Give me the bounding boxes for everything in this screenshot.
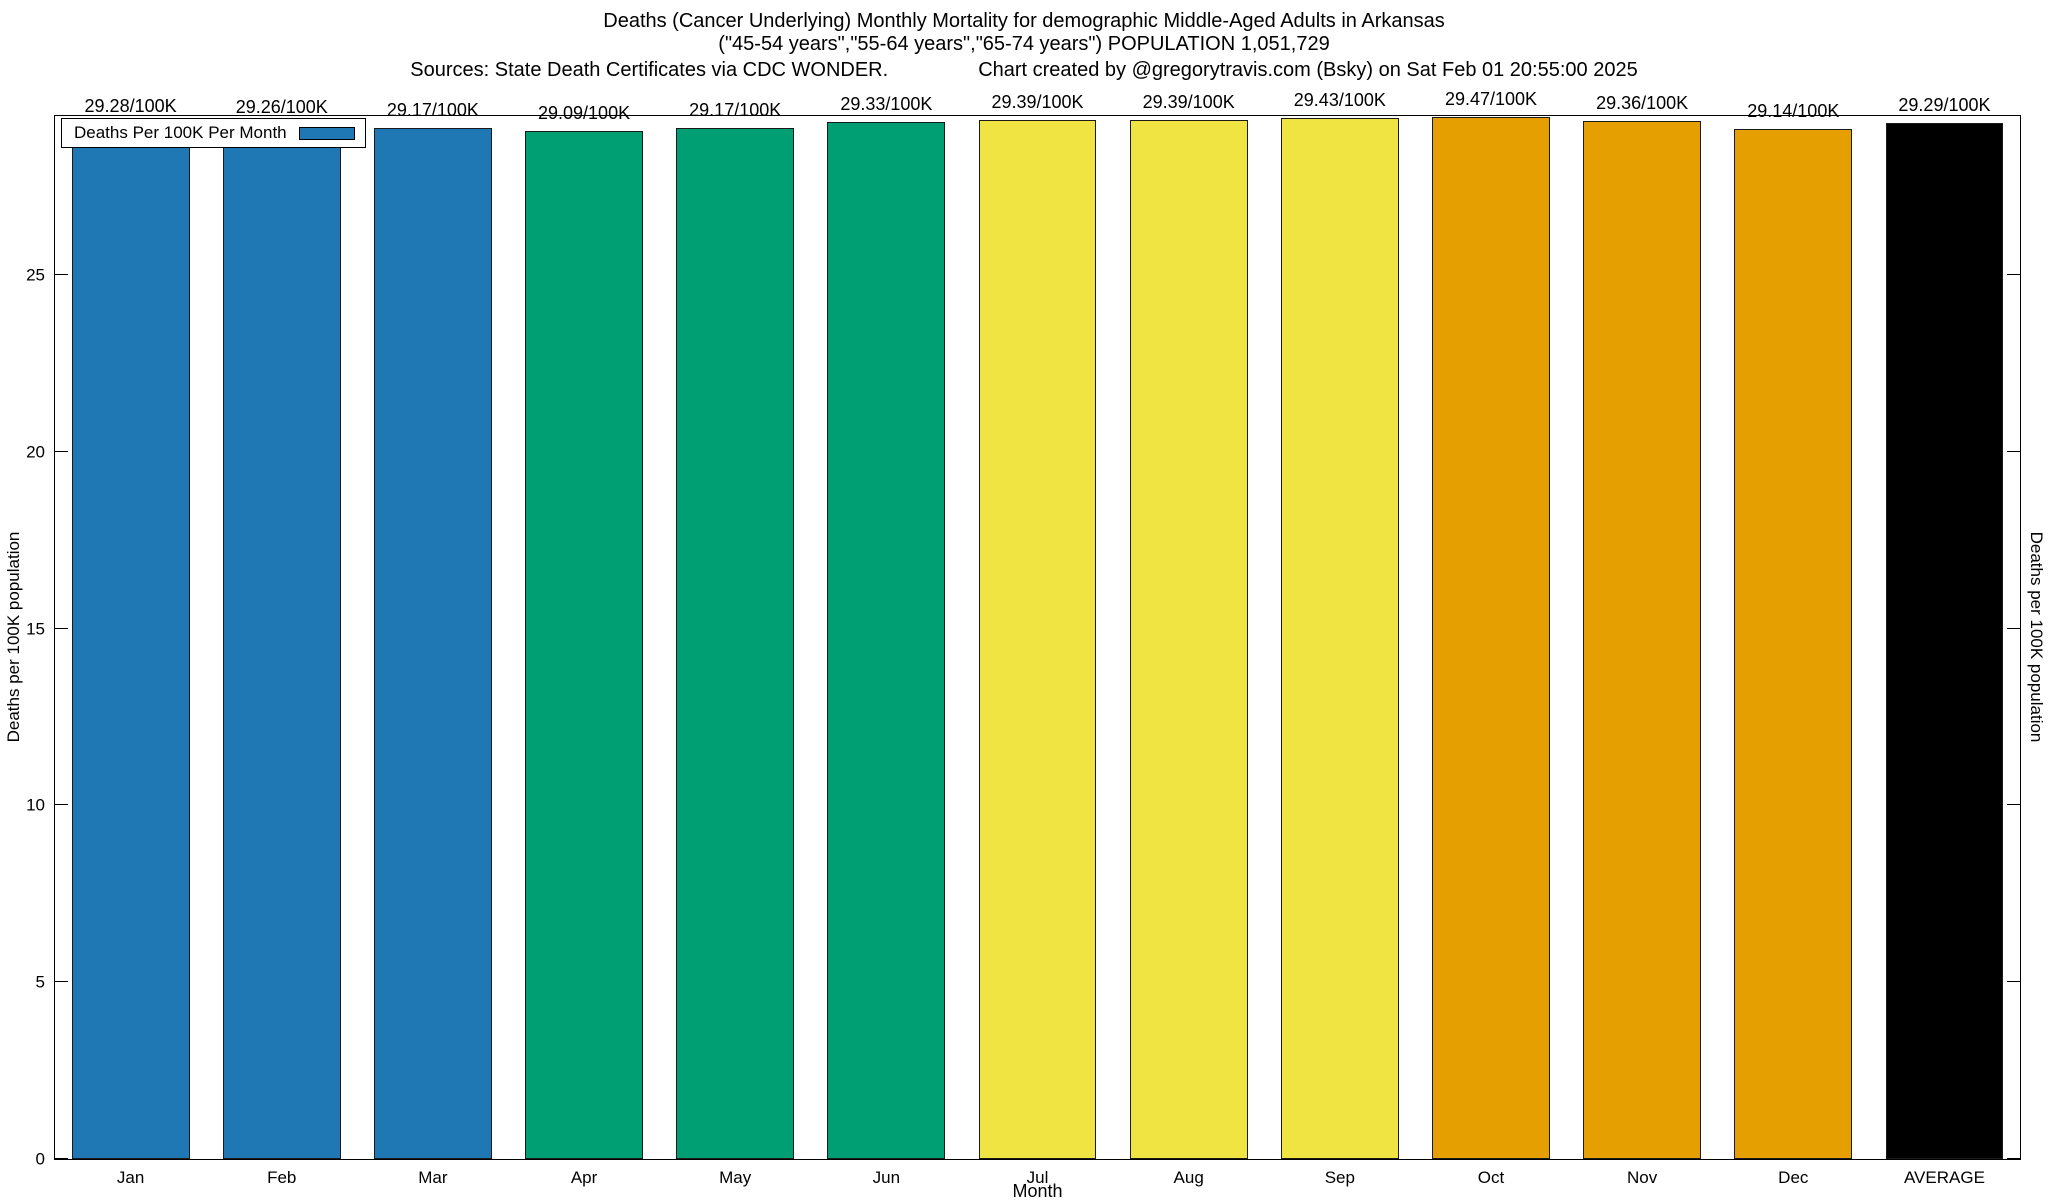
y-axis-label-right: Deaths per 100K population	[2027, 531, 2046, 743]
bar-value-label-oct: 29.47/100K	[1444, 89, 1538, 110]
bars-container: 29.28/100K Jan 29.26/100K Feb 29.17/100K Mar 2…	[55, 89, 2020, 1187]
x-tick-label-apr: Apr	[570, 1168, 598, 1187]
chart-subtitle: ("45-54 years","55-64 years","65-74 year…	[718, 33, 1330, 55]
x-tick-label-feb: Feb	[267, 1168, 297, 1187]
bar-value-label-nov: 29.36/100K	[1596, 92, 1689, 113]
legend-label: Deaths Per 100K Per Month	[74, 123, 287, 142]
x-axis-label: Month	[1012, 1181, 1063, 1200]
y-tick-label-25: 25	[26, 265, 45, 285]
bar-value-label-sep: 29.43/100K	[1293, 90, 1386, 111]
y-tick-mark-right-0	[2007, 1158, 2020, 1159]
bar-slot-sep: 29.43/100K Sep	[1264, 90, 1415, 1187]
chart-credit-text: Chart created by @gregorytravis.com (Bsk…	[978, 59, 1638, 81]
chart-source-line: Sources: State Death Certificates via CD…	[0, 59, 2048, 82]
y-tick-label-15: 15	[26, 619, 45, 639]
bar-apr	[525, 130, 643, 1159]
y-tick-label-10: 10	[26, 795, 45, 815]
y-tick-mark-right-20	[2007, 450, 2020, 452]
y-tick-label-5: 5	[35, 972, 45, 992]
bar-value-label-may: 29.17/100K	[689, 99, 782, 120]
y-tick-label-0: 0	[35, 1149, 45, 1169]
x-tick-label-jul: Jul	[1026, 1168, 1049, 1187]
bar-sep	[1280, 118, 1399, 1159]
bar-value-label-jan: 29.28/100K	[84, 95, 177, 116]
bar-value-label-apr: 29.09/100K	[538, 102, 631, 123]
bar-slot-average: 29.29/100K AVERAGE	[1869, 95, 2020, 1187]
bar-slot-mar: 29.17/100K Mar	[357, 100, 508, 1187]
bar-slot-oct: 29.47/100K Oct	[1415, 89, 1566, 1187]
x-tick-label-dec: Dec	[1778, 1168, 1809, 1187]
x-tick-label-average: AVERAGE	[1903, 1168, 1985, 1187]
bar-value-label-feb: 29.26/100K	[235, 96, 328, 117]
y-tick-mark-left-20	[55, 450, 68, 452]
bar-value-label-average: 29.29/100K	[1898, 95, 1991, 116]
y-tick-label-20: 20	[26, 442, 45, 462]
plot-area: 29.28/100K Jan 29.26/100K Feb 29.17/100K Mar 2…	[26, 89, 2021, 1187]
bar-mar	[373, 127, 492, 1159]
x-tick-label-mar: Mar	[418, 1168, 448, 1187]
bar-slot-jan: 29.28/100K Jan	[55, 96, 206, 1187]
x-tick-label-oct: Oct	[1477, 1168, 1505, 1187]
y-tick-mark-right-10	[2007, 804, 2020, 806]
bar-value-label-aug: 29.39/100K	[1142, 91, 1235, 112]
y-tick-mark-right-5	[2007, 981, 2020, 983]
y-tick-mark-left-10	[55, 804, 68, 806]
x-tick-label-jun: Jun	[872, 1168, 901, 1187]
y-axis-label-left: Deaths per 100K population	[4, 531, 23, 743]
chart-sources-text: Sources: State Death Certificates via CD…	[410, 59, 889, 81]
bar-slot-nov: 29.36/100K Nov	[1567, 93, 1718, 1187]
y-tick-mark-right-25	[2007, 274, 2020, 276]
bar-slot-dec: 29.14/100K Dec	[1718, 101, 1869, 1187]
legend: Deaths Per 100K Per Month	[61, 118, 366, 148]
y-tick-mark-right-15	[2007, 627, 2020, 629]
bar-slot-may: 29.17/100K May	[660, 100, 811, 1187]
bar-aug	[1129, 119, 1248, 1159]
bar-slot-aug: 29.39/100K Aug	[1113, 92, 1264, 1187]
bar-dec	[1734, 128, 1853, 1159]
bar-value-label-dec: 29.14/100K	[1747, 100, 1840, 121]
chart-title: Deaths (Cancer Underlying) Monthly Morta…	[603, 10, 1445, 32]
bar-slot-jul: 29.39/100K Jul	[962, 92, 1113, 1187]
bar-jul	[978, 119, 1097, 1159]
y-tick-mark-left-25	[55, 274, 68, 276]
bar-jan	[71, 123, 190, 1159]
bar-slot-jun: 29.33/100K Jun	[811, 94, 962, 1187]
y-tick-mark-left-15	[55, 627, 68, 629]
bar-oct	[1432, 117, 1550, 1159]
bar-feb	[222, 124, 341, 1159]
x-tick-label-aug: Aug	[1173, 1168, 1204, 1187]
x-tick-label-nov: Nov	[1627, 1168, 1658, 1187]
bar-value-label-mar: 29.17/100K	[386, 99, 479, 120]
bar-value-label-jul: 29.39/100K	[991, 91, 1084, 112]
bar-nov	[1583, 120, 1702, 1159]
bar-jun	[827, 122, 946, 1159]
x-tick-label-sep: Sep	[1324, 1168, 1355, 1187]
bar-may	[676, 127, 795, 1159]
bar-slot-apr: 29.09/100K Apr	[508, 103, 659, 1187]
y-tick-mark-left-0	[55, 1158, 68, 1159]
x-tick-label-jan: Jan	[116, 1168, 145, 1187]
chart-titles: Deaths (Cancer Underlying) Monthly Morta…	[0, 10, 2048, 82]
bar-slot-feb: 29.26/100K Feb	[206, 97, 357, 1187]
bar-average	[1885, 123, 2004, 1159]
legend-swatch	[298, 126, 355, 140]
bar-value-label-jun: 29.33/100K	[840, 94, 933, 115]
y-tick-mark-left-5	[55, 981, 68, 983]
x-tick-label-may: May	[719, 1168, 752, 1187]
